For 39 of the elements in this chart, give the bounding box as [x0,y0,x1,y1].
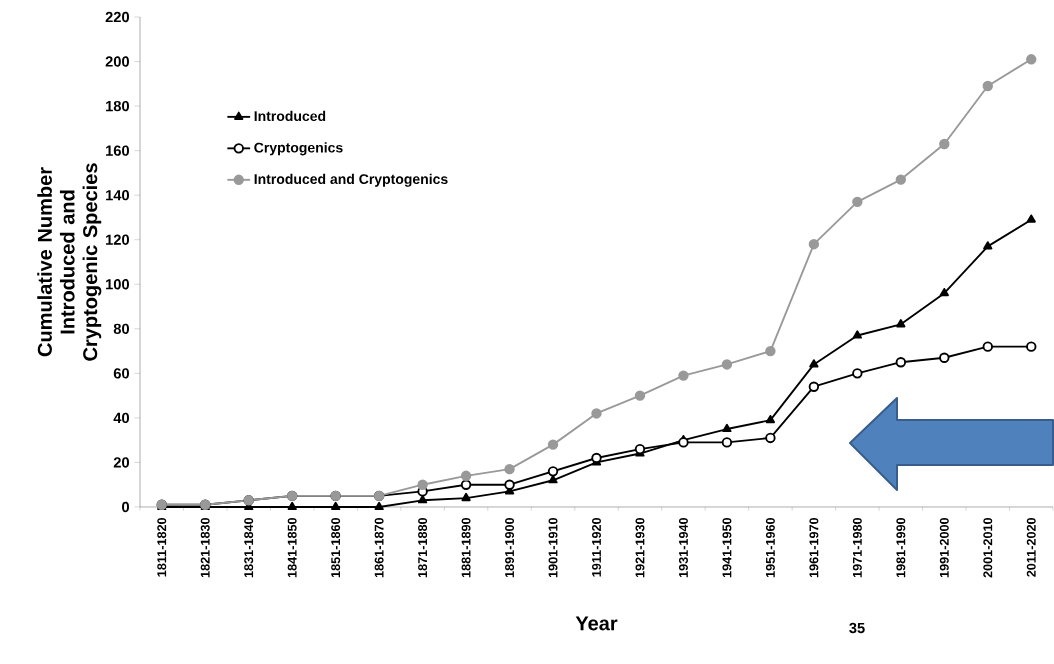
x-tick-label: 1951-1960 [765,517,775,578]
y-tick-label: 20 [113,457,129,468]
y-tick-label: 60 [113,368,129,379]
y-tick-label: 220 [105,11,129,23]
x-tick-label: 1881-1890 [461,517,471,578]
y-tick-label: 180 [106,100,129,112]
y-axis-title: Cumulative Number Introduced and Cryptogenic Species [37,163,102,361]
y-tick-label: 80 [113,323,129,335]
legend-label: Introduced [254,110,326,122]
x-tick-label: 1921-1930 [635,517,645,578]
x-tick-label: 2001-2010 [983,517,993,578]
x-tick-label: 1841-1850 [287,517,297,578]
x-tick-label: 1941-1950 [722,517,732,578]
x-tick-label: 1851-1860 [331,517,341,578]
x-tick-label: 1981-1990 [896,517,906,578]
text: 35 [849,622,865,634]
y-tick-label: 40 [113,412,129,424]
x-tick-label: 1891-1900 [505,517,515,578]
x-tick-label: 1931-1940 [678,517,688,578]
x-tick-label: 1901-1910 [548,517,558,578]
x-tick-label: 1911-1920 [592,517,601,577]
x-tick-label: 1991-2000 [939,517,949,578]
x-tick-label: 1961-1970 [809,517,819,578]
y-tick-label: 140 [106,190,129,201]
y-tick-label: 160 [106,145,129,156]
x-tick-label: 1871-1880 [418,517,428,578]
x-axis-title: Year [575,616,618,631]
y-tick-label: 0 [122,501,129,513]
y-tick-label: 200 [105,56,129,67]
legend-label: Cryptogenics [254,142,343,156]
x-tick-label: 1831-1840 [244,517,254,578]
x-tick-label: 1861-1870 [374,517,384,578]
x-tick-label: 2011-2020 [1026,517,1036,577]
legend-label: Introduced and Cryptogenics [254,173,448,187]
y-tick-label: 120 [106,234,129,245]
x-tick-label: 1821-1830 [200,517,210,578]
y-tick-label: 100 [106,279,129,290]
x-tick-label: 1811-1820 [157,517,167,577]
x-tick-label: 1971-1980 [852,517,862,578]
